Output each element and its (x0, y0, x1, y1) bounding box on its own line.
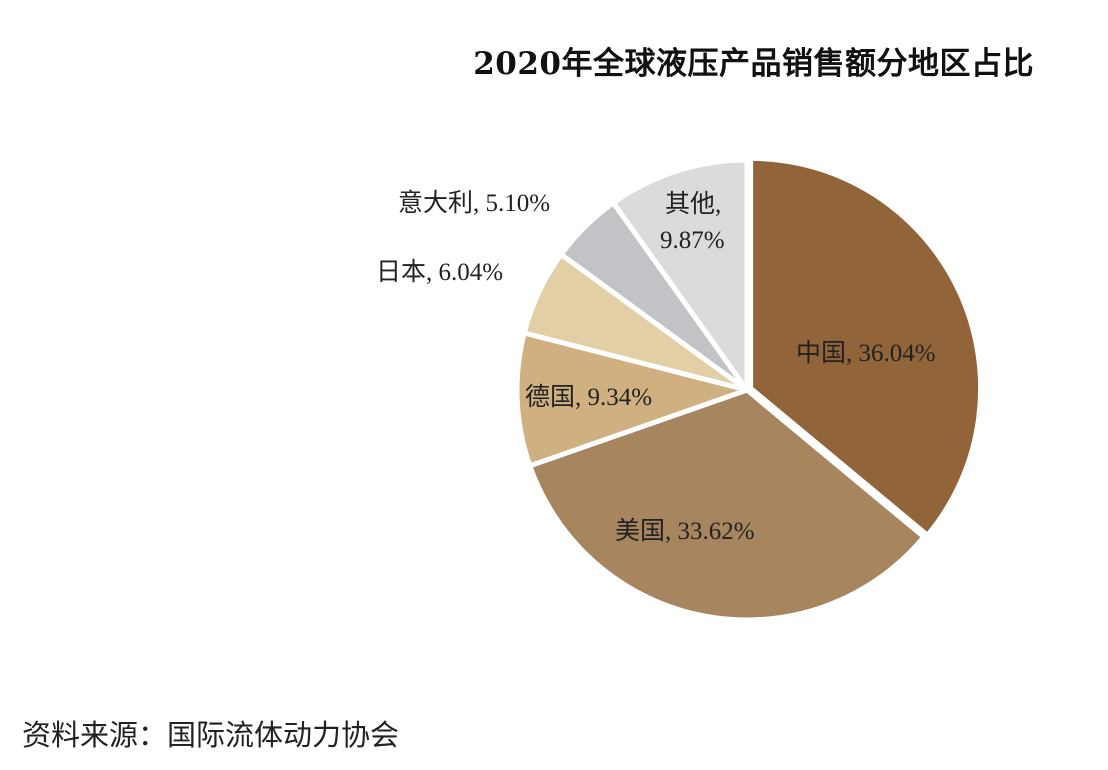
label-germany: 德国, 9.34% (525, 383, 652, 411)
pie-slice-中国 (748, 155, 984, 538)
label-other-line2: 9.87% (660, 227, 725, 254)
label-china: 中国, 36.04% (796, 339, 936, 367)
pie-slice-其他 (610, 157, 750, 393)
pie-slice-美国 (527, 387, 927, 623)
pie-slice-德国 (514, 330, 750, 469)
label-usa: 美国, 33.62% (615, 517, 755, 545)
label-japan: 日本, 6.04% (376, 258, 503, 286)
chart-title: 2020年全球液压产品销售额分地区占比 (473, 46, 1034, 82)
source-note: 资料来源：国际流体动力协会 (22, 718, 400, 752)
label-other-line1: 其他, (665, 190, 721, 218)
label-italy: 意大利, 5.10% (398, 189, 550, 217)
